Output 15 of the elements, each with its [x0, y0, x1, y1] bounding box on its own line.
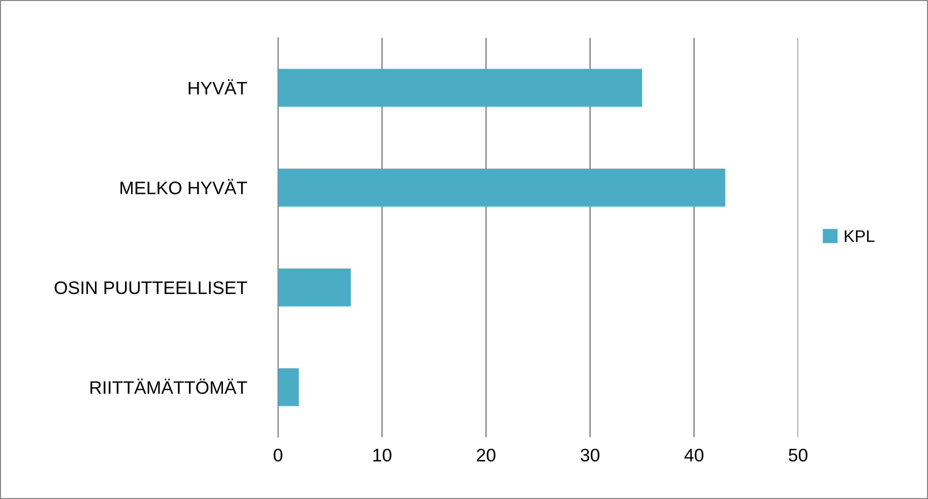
bar — [278, 68, 642, 107]
bar — [278, 168, 726, 207]
x-tick-label: 10 — [373, 448, 392, 462]
y-tick-label: MELKO HYVÄT — [120, 179, 248, 194]
bar — [278, 268, 351, 306]
legend-label: KPL — [844, 230, 874, 242]
x-tick-label: 50 — [788, 448, 808, 462]
x-tick-label: 0 — [274, 448, 282, 462]
y-tick-label: OSIN PUUTTEELLISET — [54, 281, 248, 294]
y-tick-label: HYVÄT — [188, 79, 248, 94]
x-tick-label: 20 — [476, 448, 496, 462]
x-tick-label: 30 — [580, 448, 600, 462]
bar — [278, 368, 299, 406]
x-tick-label: 40 — [684, 448, 704, 462]
y-tick-label: RIITTÄMÄTTÖMÄT — [90, 378, 248, 394]
